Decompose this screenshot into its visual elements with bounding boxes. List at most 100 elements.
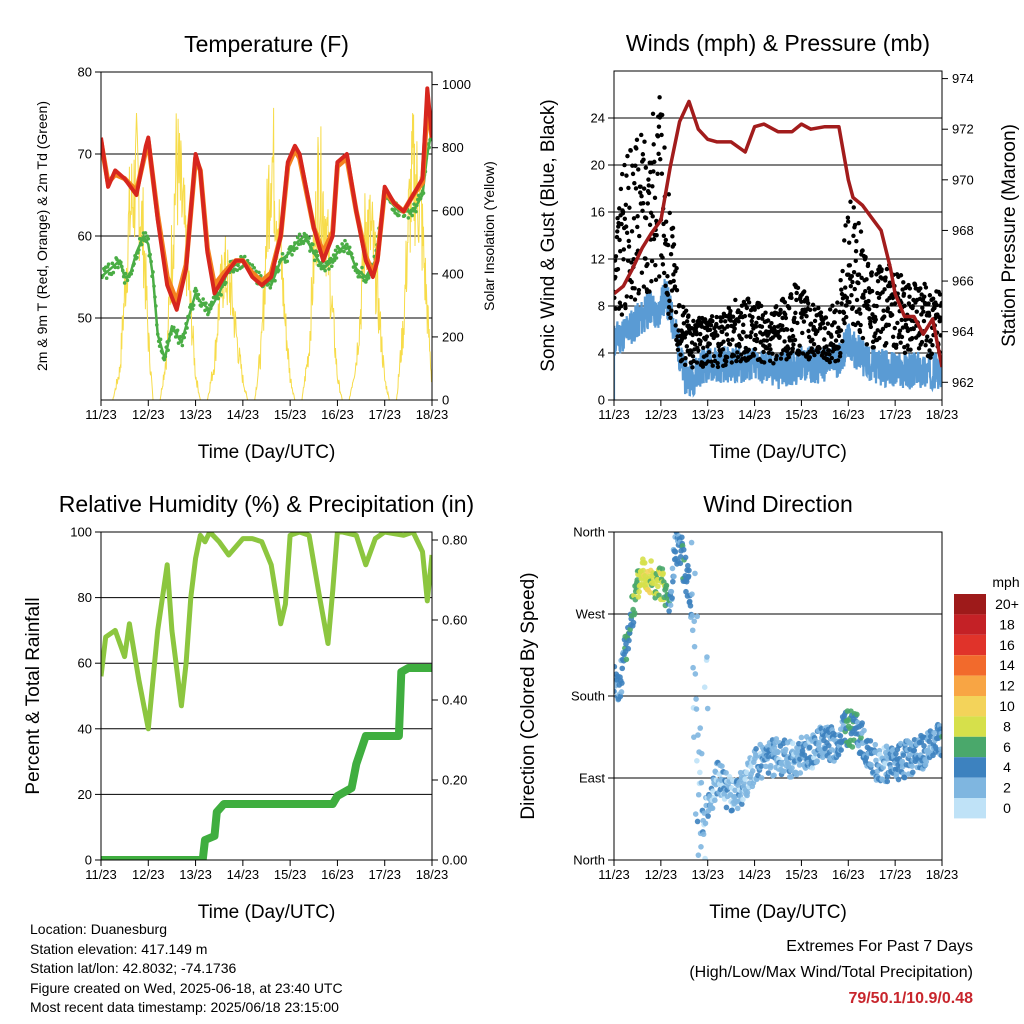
gust-point	[836, 325, 841, 330]
gust-point	[734, 358, 739, 364]
gust-point	[794, 290, 799, 296]
chart-title: Relative Humidity (%) & Precipitation (i…	[59, 491, 474, 517]
direction-point	[623, 656, 630, 663]
gust-point	[733, 297, 738, 303]
most-recent-timestamp: Most recent data timestamp: 2025/06/18 2…	[30, 999, 339, 1015]
gust-point	[710, 318, 715, 324]
gust-point	[680, 357, 685, 362]
gust-point	[622, 302, 628, 307]
direction-point	[670, 578, 676, 585]
dewpoint-point	[242, 254, 247, 259]
gust-point	[777, 311, 783, 316]
y-tick-label: West	[576, 607, 606, 622]
direction-point	[618, 689, 625, 695]
gust-point	[620, 171, 625, 177]
direction-point	[743, 769, 750, 776]
gust-point	[729, 360, 734, 365]
gust-point	[658, 157, 663, 162]
gust-point	[760, 316, 765, 321]
gust-point	[666, 192, 671, 197]
gust-point	[818, 310, 824, 315]
gust-point	[614, 258, 618, 263]
gust-point	[794, 297, 799, 303]
station-elevation: Station elevation: 417.149 m	[30, 940, 208, 957]
gust-point	[777, 334, 782, 340]
plot-area	[101, 86, 432, 400]
gust-point	[930, 296, 936, 301]
direction-point	[677, 560, 684, 567]
direction-point	[691, 734, 697, 740]
gust-point	[643, 215, 649, 221]
gust-point	[882, 314, 887, 319]
gust-point	[920, 305, 925, 311]
gust-point	[661, 233, 667, 239]
gust-point	[866, 306, 872, 312]
gust-point	[696, 348, 701, 353]
gust-point	[631, 216, 637, 221]
direction-point	[835, 751, 842, 758]
direction-point	[666, 608, 672, 614]
dewpoint-point	[115, 257, 119, 262]
gust-point	[887, 283, 893, 289]
gust-point	[751, 353, 756, 358]
gust-point	[709, 314, 715, 319]
gust-point	[669, 308, 674, 313]
plot-area	[614, 95, 942, 400]
gust-point	[715, 364, 721, 370]
gust-point	[866, 298, 871, 304]
direction-point	[740, 796, 746, 803]
gust-point	[623, 305, 628, 311]
gust-point	[789, 295, 794, 301]
gust-point	[807, 307, 813, 312]
gust-point	[663, 237, 669, 243]
gust-point	[805, 301, 811, 306]
gust-point	[824, 351, 829, 357]
gust-point	[646, 177, 651, 182]
plot-area	[101, 532, 432, 860]
gust-point	[877, 335, 882, 341]
gust-point	[645, 201, 650, 206]
figure-created: Figure created on Wed, 2025-06-18, at 23…	[30, 979, 343, 996]
direction-point	[626, 637, 632, 644]
direction-point	[939, 733, 942, 740]
direction-point	[767, 762, 774, 769]
gust-point	[735, 350, 740, 355]
gust-point	[937, 292, 942, 297]
dewpoint-point	[116, 265, 120, 270]
direction-point	[798, 734, 805, 741]
dewpoint-point	[344, 246, 348, 251]
direction-point	[667, 602, 674, 609]
direction-point	[816, 739, 822, 746]
gust-point	[916, 346, 922, 351]
dewpoint-point	[194, 288, 199, 293]
y-right-axis-label: Station Pressure (Maroon)	[999, 124, 1020, 347]
gust-point	[792, 337, 798, 343]
direction-point	[744, 789, 751, 796]
gust-point	[666, 311, 671, 317]
gust-point	[863, 254, 868, 260]
x-tick-label: 16/23	[321, 407, 354, 422]
direction-point	[698, 843, 704, 850]
direction-point	[921, 743, 927, 749]
gust-point	[795, 285, 801, 291]
colorbar-label: 14	[999, 657, 1015, 673]
gust-point	[939, 317, 942, 322]
gust-point	[689, 350, 694, 355]
gust-point	[614, 274, 618, 280]
gust-point	[690, 332, 695, 338]
gust-point	[728, 308, 733, 314]
gust-point	[640, 152, 646, 157]
dewpoint-point	[329, 256, 333, 261]
direction-point	[694, 613, 701, 620]
gust-point	[851, 205, 856, 210]
direction-point	[909, 769, 916, 776]
x-tick-label: 16/23	[832, 867, 865, 882]
direction-point	[689, 627, 696, 634]
gust-point	[672, 263, 677, 268]
gust-point	[857, 307, 862, 312]
gust-point	[843, 285, 848, 290]
x-tick-label: 17/23	[879, 867, 912, 882]
gust-point	[625, 258, 631, 263]
gust-point	[768, 347, 773, 352]
gust-point	[851, 269, 857, 275]
